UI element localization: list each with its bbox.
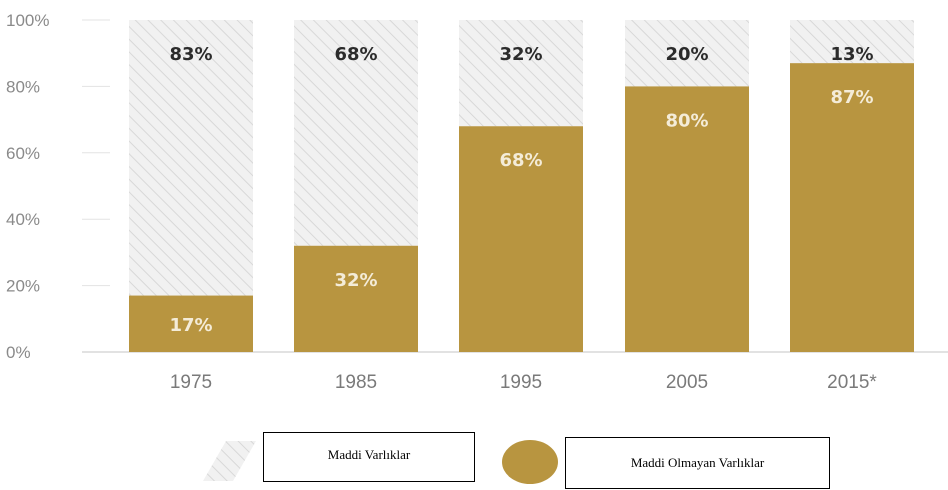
legend-swatches [203, 440, 558, 484]
bar-intangible-2005 [625, 86, 749, 353]
y-tick-label: 80% [6, 77, 40, 96]
legend-label-tangible: Maddi Varlıklar [327, 447, 411, 462]
data-label-intangible: 68% [499, 150, 542, 171]
bar-intangible-1975 [129, 295, 253, 352]
x-tick-label: 1995 [500, 372, 542, 393]
data-label-intangible: 17% [169, 315, 212, 336]
y-tick-label: 0% [6, 343, 31, 362]
x-tick-label: 1985 [335, 372, 377, 393]
bar-tangible-2005 [625, 20, 749, 87]
bar-intangible-1985 [294, 245, 418, 352]
bar-intangible-2015* [790, 63, 914, 352]
bar-intangible-1995 [459, 126, 583, 353]
legend-item-tangible: Maddi Varlıklar [263, 432, 475, 482]
y-tick-label: 40% [6, 210, 40, 229]
legend-swatch-tangible [203, 441, 256, 481]
bar-labels: 83% 17% 1975 68% 32% 1985 32% 68% 1995 20% 80% 2005… [169, 44, 877, 393]
bar-tangible-2015* [790, 20, 914, 64]
data-label-tangible: 13% [830, 44, 873, 65]
y-tick-label: 60% [6, 144, 40, 163]
y-tick-label: 100% [6, 11, 49, 30]
legend-item-intangible: Maddi Olmayan Varlıklar [565, 437, 830, 489]
legend-label-intangible: Maddi Olmayan Varlıklar [630, 455, 765, 470]
x-tick-label: 2005 [666, 372, 708, 393]
data-label-tangible: 68% [334, 44, 377, 65]
bar-tangible-1975 [129, 20, 253, 296]
bars [129, 20, 914, 353]
data-label-tangible: 83% [169, 44, 212, 65]
y-tick-label: 20% [6, 277, 40, 296]
hatch-swatch [203, 441, 256, 481]
legend-swatch-intangible [502, 440, 558, 484]
data-label-intangible: 32% [334, 270, 377, 291]
data-label-tangible: 20% [665, 44, 708, 65]
bar-tangible-1985 [294, 20, 418, 246]
data-label-intangible: 80% [665, 110, 708, 131]
x-tick-label: 1975 [170, 372, 212, 393]
data-label-tangible: 32% [499, 44, 542, 65]
data-label-intangible: 87% [830, 87, 873, 108]
bar-tangible-1995 [459, 20, 583, 127]
x-tick-label: 2015* [827, 372, 877, 393]
